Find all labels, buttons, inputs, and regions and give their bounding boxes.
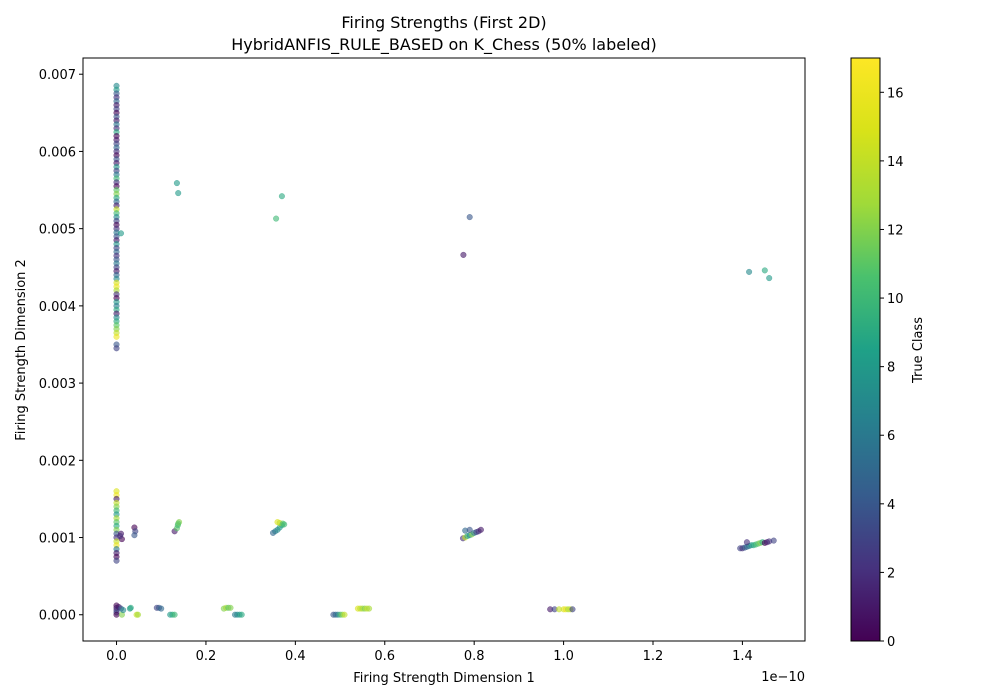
data-point (113, 611, 120, 618)
colorbar-tick-label: 10 (887, 292, 904, 307)
data-point (569, 606, 576, 613)
data-point (746, 268, 753, 275)
data-point (281, 521, 288, 528)
data-point (466, 526, 473, 533)
data-point (175, 520, 182, 527)
colorbar-tick-label: 4 (887, 498, 895, 513)
colorbar-tick-label: 2 (887, 566, 895, 581)
y-tick-label: 0.006 (39, 145, 76, 160)
data-point (227, 604, 234, 611)
x-tick-label: 1.0 (553, 649, 574, 664)
data-point (131, 532, 138, 539)
colorbar-tick-label: 0 (887, 635, 895, 650)
data-point (113, 333, 120, 340)
data-point (366, 605, 373, 612)
x-tick-label: 0.0 (106, 649, 127, 664)
y-tick-label: 0.002 (39, 454, 76, 469)
data-point (134, 611, 142, 618)
x-tick-label: 1.2 (643, 649, 664, 664)
y-tick-label: 0.000 (39, 609, 76, 624)
y-axis-ticks: 0.000 0.001 0.002 0.003 0.004 0.005 0.006 0.007 (39, 68, 83, 624)
scatter-points (113, 82, 777, 618)
x-tick-label: 0.2 (196, 649, 217, 664)
colorbar-tick-label: 16 (887, 86, 904, 101)
data-point (175, 190, 182, 197)
colorbar-tick-label: 14 (887, 155, 904, 170)
colorbar (850, 57, 881, 642)
data-point (238, 611, 245, 618)
data-point (766, 275, 773, 282)
data-point (466, 214, 473, 221)
x-tick-label: 1.4 (732, 649, 753, 664)
data-point (341, 611, 348, 618)
x-tick-label: 0.8 (464, 649, 485, 664)
data-point (460, 251, 467, 258)
data-point (173, 180, 180, 187)
chart-title: Firing Strengths (First 2D) (341, 13, 546, 32)
data-point (770, 537, 777, 544)
data-point (117, 230, 125, 237)
y-tick-label: 0.003 (39, 377, 76, 392)
chart-subtitle: HybridANFIS_RULE_BASED on K_Chess (50% l… (231, 35, 657, 55)
data-point (278, 193, 285, 200)
data-point (158, 605, 165, 612)
data-point (117, 532, 124, 540)
data-point (120, 607, 127, 614)
data-point (113, 557, 120, 564)
y-tick-label: 0.005 (39, 223, 76, 238)
colorbar-tick-label: 12 (887, 223, 904, 238)
data-point (171, 611, 178, 618)
x-tick-label: 0.4 (285, 649, 306, 664)
colorbar-label: True Class (911, 317, 926, 384)
x-axis-offset-text: 1e−10 (761, 670, 805, 685)
x-tick-label: 0.6 (374, 649, 395, 664)
colorbar-ticks: 0 2 4 6 8 10 12 14 16 (880, 86, 904, 650)
y-tick-label: 0.004 (39, 300, 76, 315)
y-axis-label: Firing Strength Dimension 2 (14, 259, 29, 441)
y-tick-label: 0.007 (39, 68, 76, 83)
data-point (743, 539, 750, 546)
data-point (113, 345, 120, 352)
data-point (273, 215, 280, 222)
data-point (127, 604, 134, 611)
colorbar-tick-label: 6 (887, 429, 895, 444)
x-axis-ticks: 0.0 0.2 0.4 0.6 0.8 1.0 1.2 1.4 (106, 641, 753, 664)
data-point (477, 526, 484, 533)
data-point (761, 267, 768, 274)
colorbar-tick-label: 8 (887, 361, 895, 376)
plot-area (82, 57, 806, 642)
x-axis-label: Firing Strength Dimension 1 (353, 671, 535, 686)
y-tick-label: 0.001 (39, 532, 76, 547)
